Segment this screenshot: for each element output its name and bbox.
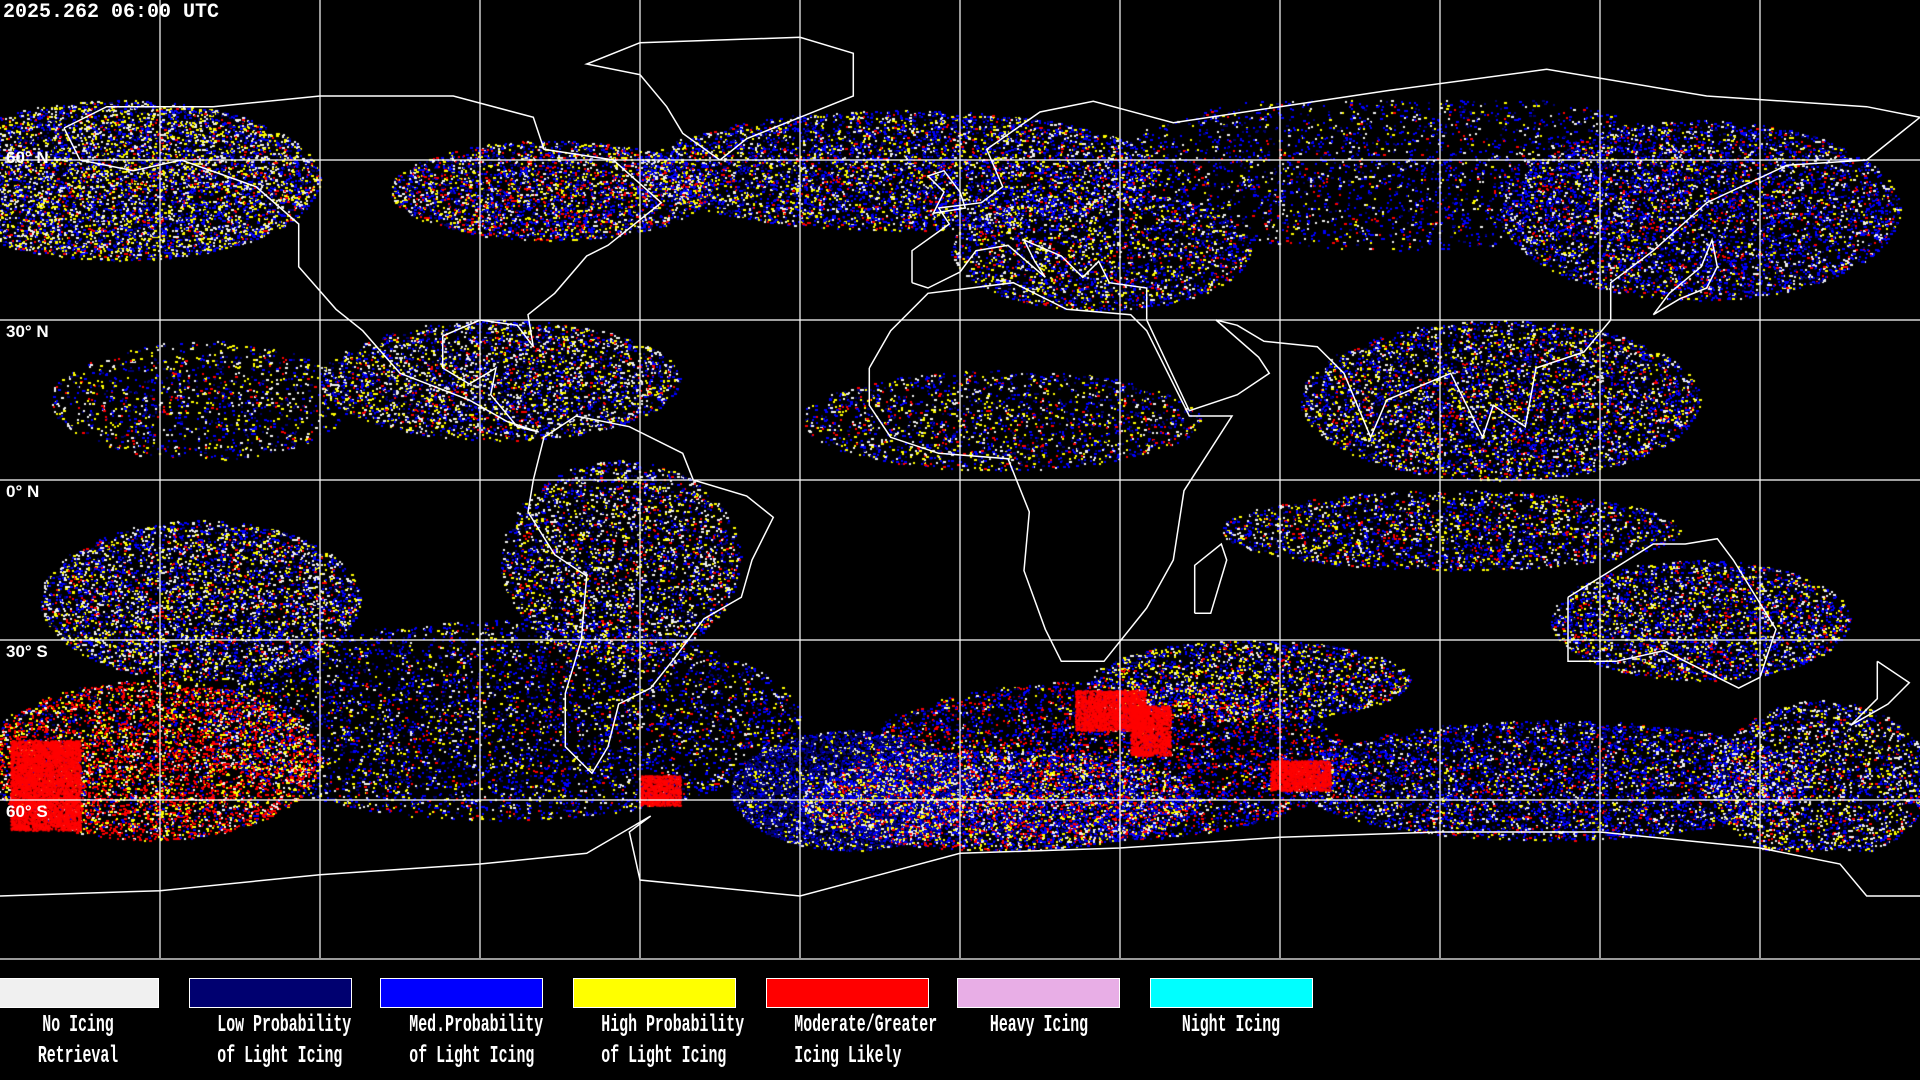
legend-item: Low Probability of Light Icing <box>185 978 355 1072</box>
legend-item: High Probability of Light Icing <box>569 978 745 1072</box>
legend-label-line1: Night Icing <box>1182 1012 1281 1039</box>
legend-label-line1: No Icing <box>41 1012 114 1039</box>
legend-swatch <box>1149 978 1313 1008</box>
legend-label-line1: Heavy Icing <box>989 1012 1088 1039</box>
legend-label-line1: Moderate/Greater <box>794 1012 938 1039</box>
coastline-madagascar <box>1193 542 1228 615</box>
coastline-north-america <box>63 95 663 433</box>
lat-label-30s: 30° S <box>6 642 48 661</box>
coastline-africa <box>868 281 1234 663</box>
legend-label-line2: of Light Icing <box>601 1043 727 1070</box>
legend-swatch <box>0 978 160 1008</box>
coastline-japan <box>1652 237 1719 316</box>
lat-label-0n: 0° N <box>6 482 40 501</box>
legend-label-line2: Icing Likely <box>794 1043 902 1070</box>
legend-item: Moderate/Greater Icing Likely <box>762 978 938 1072</box>
map-border <box>0 958 1920 960</box>
lat-label-30n: 30° N <box>6 322 49 341</box>
legend-label-line1: High Probability <box>601 1012 745 1039</box>
legend-swatch <box>957 978 1121 1008</box>
coastline-antarctica <box>0 815 1920 897</box>
legend-label-line1: Med.Probability <box>409 1012 544 1039</box>
lat-label-60s: 60° S <box>6 802 48 821</box>
legend-item: Med.Probability of Light Icing <box>377 978 547 1072</box>
coastline-uk <box>926 169 967 215</box>
legend-swatch <box>572 978 736 1008</box>
icing-map <box>0 0 1920 958</box>
legend-swatch <box>380 978 544 1008</box>
legend-swatch <box>188 978 352 1008</box>
lat-label-60n: 60° N <box>6 148 49 167</box>
legend-item: No Icing Retrieval <box>0 978 163 1072</box>
timestamp: 2025.262 06:00 UTC <box>3 1 220 24</box>
legend-label-line2: Retrieval <box>37 1043 118 1070</box>
coastline-eurasia <box>911 68 1920 440</box>
coastline-new-zealand <box>1850 660 1911 726</box>
legend-item: Night Icing <box>1146 978 1316 1041</box>
legend-swatch <box>765 978 929 1008</box>
coastline-grid-layer <box>0 0 1920 958</box>
coastline-greenland <box>584 36 855 161</box>
legend-label-line2: of Light Icing <box>217 1043 343 1070</box>
legend-label-line2: of Light Icing <box>409 1043 535 1070</box>
coastline-australia <box>1567 537 1777 689</box>
legend-item: Heavy Icing <box>954 978 1124 1041</box>
legend-label-line1: Low Probability <box>217 1012 352 1039</box>
coastline-south-america <box>527 415 775 775</box>
